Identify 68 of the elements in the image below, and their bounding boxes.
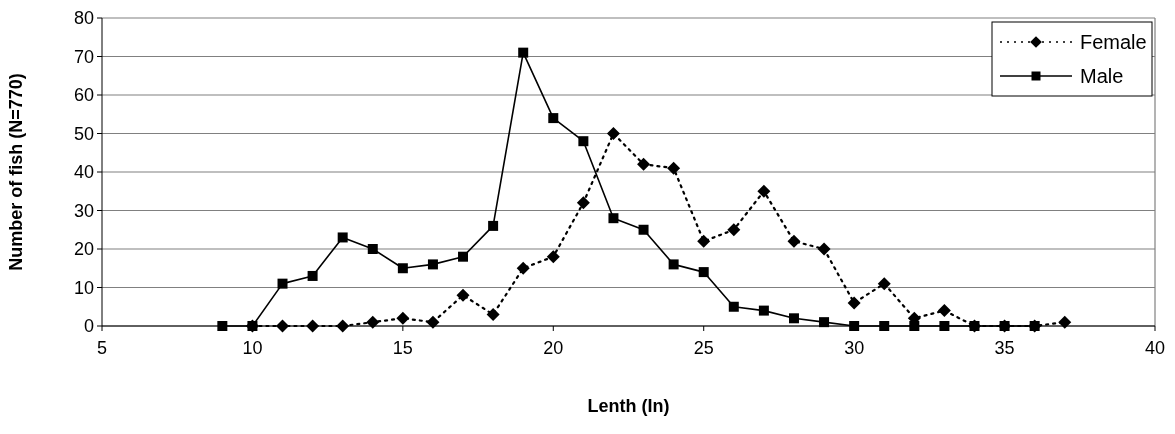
point: [1058, 315, 1072, 329]
point: [757, 184, 771, 198]
point: [909, 321, 920, 331]
y-tick-label: 40: [73, 162, 94, 183]
point: [667, 161, 681, 175]
point: [698, 267, 709, 278]
point: [336, 319, 350, 333]
point: [488, 220, 499, 231]
x-tick-label: 10: [242, 338, 263, 358]
point: [456, 288, 470, 302]
point: [608, 213, 619, 224]
point: [819, 317, 830, 328]
x-tick-label: 30: [844, 338, 865, 358]
point: [426, 315, 440, 329]
y-tick-label: 70: [73, 46, 94, 67]
point: [877, 277, 891, 291]
point: [396, 311, 410, 325]
point: [427, 259, 438, 270]
x-tick-label: 15: [392, 338, 413, 358]
point: [758, 305, 769, 316]
point: [879, 321, 890, 331]
y-tick-label: 20: [73, 239, 94, 260]
point: [518, 47, 529, 58]
point: [727, 223, 741, 237]
point: [548, 113, 559, 124]
point: [516, 261, 530, 275]
y-tick-label: 60: [73, 85, 94, 106]
y-tick-label: 50: [73, 123, 94, 144]
point: [787, 234, 801, 248]
point: [697, 234, 711, 248]
point: [847, 296, 861, 310]
point: [576, 196, 590, 210]
point: [728, 301, 739, 312]
point: [788, 313, 799, 324]
point: [307, 270, 318, 281]
point: [939, 321, 950, 331]
x-tick-label: 20: [543, 338, 564, 358]
point: [937, 304, 951, 318]
legend-label: Female: [1080, 31, 1147, 53]
y-axis-title: Number of fish (N=770): [6, 73, 26, 271]
point: [277, 278, 288, 289]
point: [276, 319, 290, 333]
point: [637, 157, 651, 171]
point: [486, 307, 500, 321]
point: [337, 232, 348, 243]
x-axis-title: Lenth (In): [587, 396, 670, 416]
point: [217, 321, 228, 331]
x-tick-label: 5: [96, 338, 108, 358]
point: [606, 127, 620, 140]
point: [397, 263, 408, 274]
y-tick-label: 0: [83, 316, 94, 337]
point: [366, 315, 380, 329]
point: [817, 242, 831, 256]
point: [849, 321, 860, 331]
point: [306, 319, 320, 333]
legend-label: Male: [1080, 65, 1124, 87]
y-tick-label: 10: [73, 277, 94, 298]
point: [668, 259, 679, 270]
x-tick-label: 25: [693, 338, 714, 358]
x-tick-label: 40: [1144, 338, 1166, 358]
point: [546, 250, 560, 264]
point: [578, 136, 589, 147]
point: [638, 224, 649, 235]
point: [458, 251, 469, 262]
y-tick-label: 80: [73, 8, 94, 29]
y-tick-label: 30: [73, 200, 94, 221]
x-tick-label: 35: [994, 338, 1015, 358]
point: [367, 244, 378, 254]
